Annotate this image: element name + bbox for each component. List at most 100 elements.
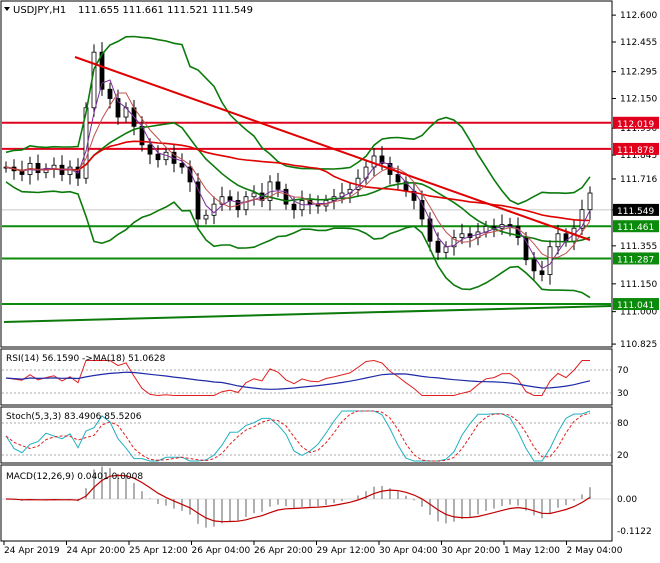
candle-body [243, 196, 249, 211]
level-price-label: 111.041 [617, 301, 654, 311]
candle-body [379, 155, 385, 164]
candle-body [443, 246, 449, 253]
current-price-label: 111.549 [617, 207, 654, 217]
stochastic-chart [2, 410, 611, 462]
candle-body [587, 192, 593, 211]
candle-body [67, 166, 73, 175]
candle-body [115, 98, 121, 118]
macd-tick-label: -0.1122 [617, 527, 652, 537]
level-price-tag [613, 252, 659, 265]
candle-body [459, 233, 465, 238]
price-tick-label: 112.600 [620, 11, 657, 21]
rsi-panel-frame [0, 348, 613, 406]
candle-body [427, 218, 433, 242]
price-tick-label: 112.150 [620, 95, 657, 105]
candle-body [147, 144, 153, 155]
moving-average-slow [5, 92, 591, 259]
symbol-label: USDJPY,H1 [13, 5, 66, 16]
stoch-d-line [5, 410, 591, 462]
time-tick-label: 2 May 04:00 [567, 546, 623, 556]
candle-body [419, 200, 425, 220]
bollinger-lower [5, 181, 591, 299]
candle-body [539, 270, 545, 275]
candle-body [179, 162, 185, 168]
candle-body [99, 51, 105, 90]
time-tick-label: 25 Apr 12:00 [129, 546, 188, 556]
candle-body [211, 203, 217, 216]
candle-body [275, 181, 281, 190]
bollinger-upper [5, 35, 591, 205]
macd-title: MACD(12,26,9) 0.0401 0.0008 [6, 472, 143, 482]
current-price-tag [613, 203, 659, 216]
stoch-panel-frame [0, 406, 613, 464]
candle-body [107, 88, 113, 99]
time-tick-label: 30 Apr 04:00 [379, 546, 438, 556]
time-tick-label: 1 May 12:00 [504, 546, 560, 556]
rsi-chart [2, 359, 611, 397]
bollinger-mid [5, 121, 591, 243]
level-price-label: 111.461 [617, 223, 654, 233]
rsi-line [5, 359, 590, 397]
time-tick-label: 30 Apr 20:00 [442, 546, 501, 556]
stoch-tick-label: 80 [617, 419, 629, 429]
price-tick-label: 111.845 [620, 151, 657, 161]
ohlc-values: 111.655 111.661 111.521 111.549 [78, 5, 253, 16]
candle-body [395, 174, 401, 183]
time-tick-label: 29 Apr 12:00 [317, 546, 376, 556]
candle-body [451, 237, 457, 248]
level-price-label: 111.287 [617, 255, 654, 265]
price-tick-label: 111.000 [620, 308, 657, 318]
stoch-k-line [5, 410, 591, 462]
downtrend-line [74, 56, 591, 241]
macd-chart [2, 466, 611, 528]
candle-body [203, 214, 209, 220]
level-price-tag [613, 116, 659, 129]
candle-body [155, 153, 161, 161]
time-tick-label: 26 Apr 04:00 [192, 546, 251, 556]
price-panel-frame [0, 0, 613, 348]
rsi-ma-line [5, 371, 591, 390]
moving-average-fast [5, 79, 591, 270]
candle-body [555, 233, 561, 248]
level-price-tag [613, 298, 659, 311]
candle-body [219, 196, 225, 205]
time-tick-label: 24 Apr 2019 [4, 546, 60, 556]
level-price-label: 111.878 [617, 146, 654, 156]
candle-body [195, 181, 201, 220]
macd-panel-frame [0, 464, 613, 542]
macd-tick-label: 0.00 [617, 495, 637, 505]
candle-body [547, 246, 553, 275]
support-trend-line [3, 305, 612, 323]
collapse-triangle-icon[interactable] [4, 7, 10, 11]
price-chart [2, 35, 612, 323]
time-tick-label: 24 Apr 20:00 [67, 546, 126, 556]
axes: 112.600 112.455 112.295 112.150 111.990 111.8… [3, 11, 659, 556]
stoch-tick-label: 20 [617, 451, 629, 461]
macd-signal-line [5, 474, 591, 523]
time-tick-label: 26 Apr 20:00 [254, 546, 313, 556]
candle-body [531, 259, 537, 272]
candle-body [435, 240, 441, 253]
level-price-label: 112.019 [617, 120, 654, 130]
price-tick-label: 111.990 [620, 124, 657, 134]
rsi-title: RSI(14) 56.1590 ->MA(18) 51.0628 [6, 354, 166, 364]
level-price-tag [613, 142, 659, 155]
candle-body [579, 209, 585, 229]
rsi-tick-label: 70 [617, 366, 629, 376]
candle-body [283, 188, 289, 205]
price-tick-label: 111.150 [620, 280, 657, 290]
price-tick-label: 112.455 [620, 38, 657, 48]
level-price-tag [613, 220, 659, 233]
candle-body [371, 155, 377, 168]
price-tick-label: 111.716 [620, 175, 657, 185]
price-tick-label: 112.295 [620, 68, 657, 78]
price-tick-label: 111.355 [620, 242, 657, 252]
stoch-title: Stoch(5,3,3) 83.4906 85.5206 [6, 412, 142, 422]
candle-body [35, 162, 41, 174]
price-tick-label: 110.825 [620, 340, 657, 350]
rsi-tick-label: 30 [617, 389, 629, 399]
candle-body [291, 203, 297, 211]
candle-body [251, 192, 257, 198]
